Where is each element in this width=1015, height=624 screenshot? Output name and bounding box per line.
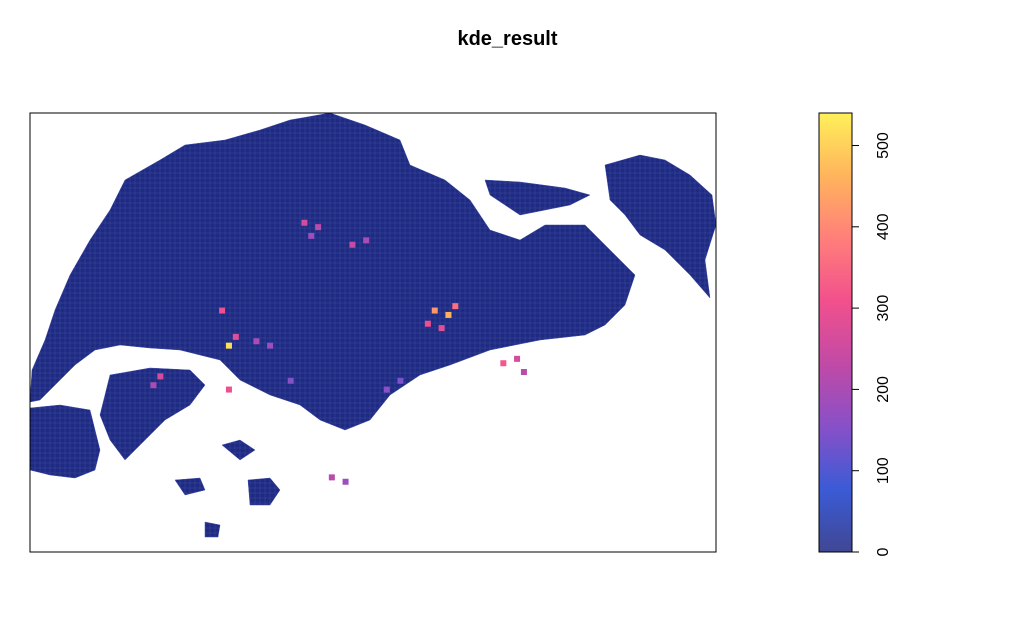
colorbar-axis: 0 100 200 300 400 500 (852, 132, 892, 556)
kde-cell (514, 355, 521, 362)
kde-cell (349, 241, 356, 248)
kde-cell (383, 386, 390, 393)
kde-cell (150, 382, 157, 389)
kde-cell (225, 342, 232, 349)
kde-cell (431, 307, 438, 314)
colorbar-tick-label: 100 (875, 457, 892, 484)
kde-cell (301, 219, 308, 226)
land-region (99, 367, 206, 461)
kde-cell (287, 377, 294, 384)
kde-cell (424, 320, 431, 327)
colorbar (818, 112, 853, 553)
chart-title: kde_result (457, 28, 558, 50)
colorbar-tick-label: 200 (875, 376, 892, 403)
kde-cell (315, 224, 322, 231)
plot-frame (29, 112, 717, 553)
kde-cell (520, 369, 527, 376)
land-region (247, 477, 281, 506)
land-region (221, 439, 256, 461)
kde-cell (219, 307, 226, 314)
kde-cell (308, 232, 315, 239)
kde-cell (438, 325, 445, 332)
kde-cell (328, 474, 335, 481)
land-region (174, 477, 206, 496)
land-region (30, 404, 101, 479)
kde-cell (225, 386, 232, 393)
kde-hotspot-layer (150, 219, 527, 485)
kde-cell (445, 311, 452, 318)
kde-cell (267, 342, 274, 349)
kde-raster-layer (30, 113, 716, 538)
colorbar-tick-label: 0 (875, 547, 892, 556)
kde-cell (342, 478, 349, 485)
land-region (30, 113, 636, 431)
colorbar-tick-label: 400 (875, 213, 892, 240)
colorbar-tick-label: 500 (875, 132, 892, 159)
land-region (484, 179, 591, 216)
kde-cell (397, 377, 404, 384)
kde-cell (253, 338, 260, 345)
kde-cell (452, 303, 459, 310)
kde-cell (500, 360, 507, 367)
kde-cell (157, 373, 164, 380)
kde-cell (232, 333, 239, 340)
land-region (204, 521, 221, 538)
colorbar-tick-label: 300 (875, 295, 892, 322)
land-region (604, 154, 716, 299)
kde-cell (363, 237, 370, 244)
